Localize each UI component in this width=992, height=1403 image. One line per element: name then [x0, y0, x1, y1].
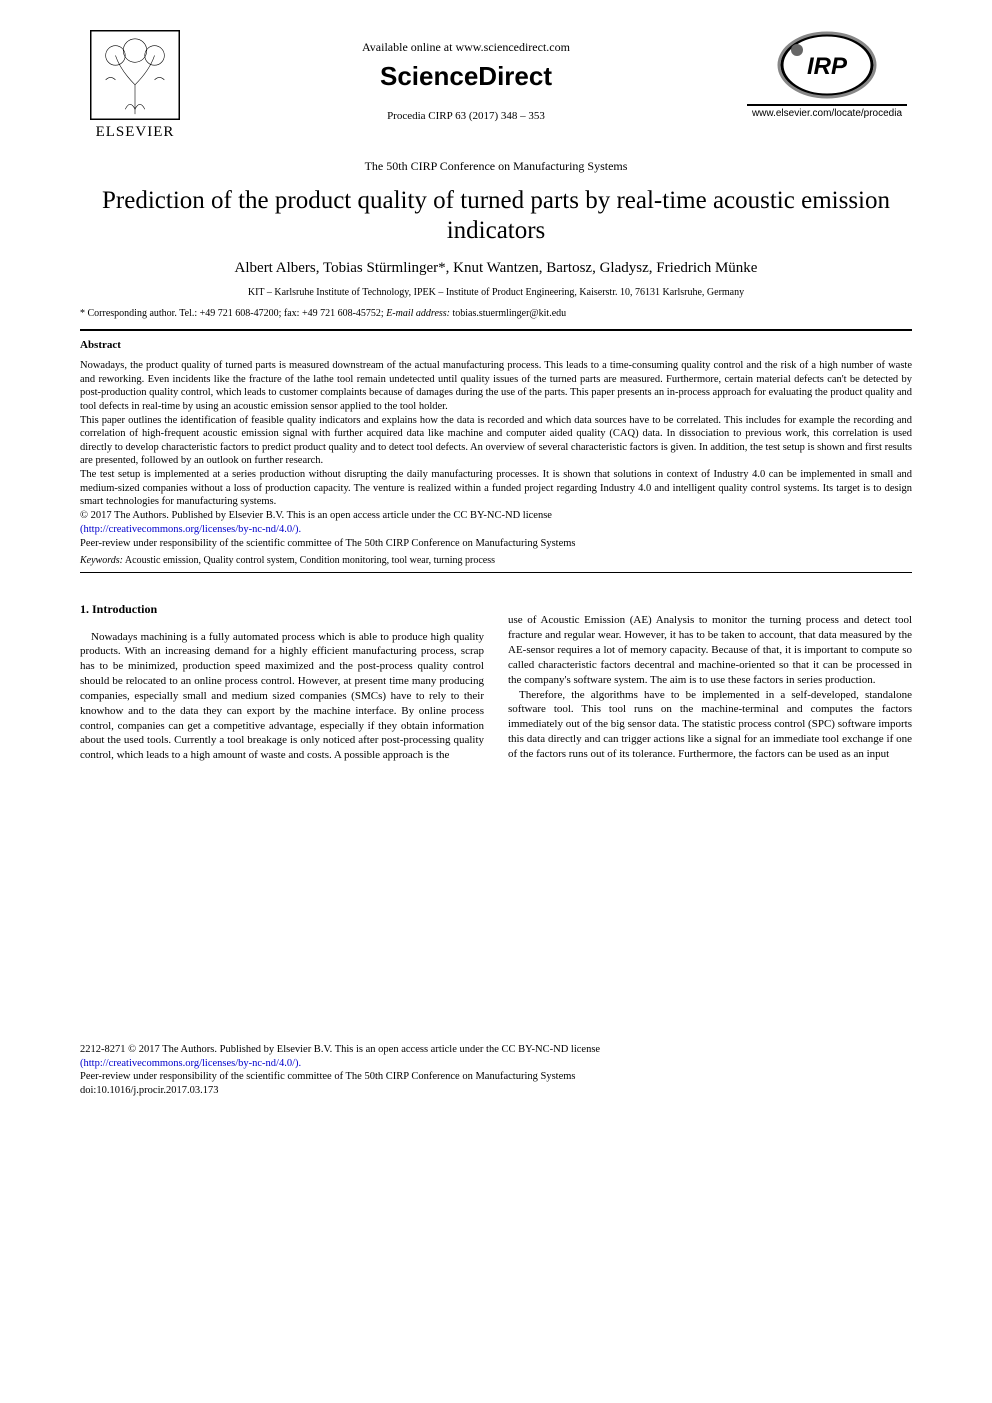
- elsevier-label: ELSEVIER: [96, 124, 175, 141]
- abstract-bottom-rule: [80, 572, 912, 573]
- authors-list: Albert Albers, Tobias Stürmlinger*, Knut…: [80, 260, 912, 277]
- header-row: ELSEVIER Available online at www.science…: [80, 30, 912, 141]
- cirp-icon: IRP: [777, 30, 877, 100]
- affiliation: KIT – Karlsruhe Institute of Technology,…: [80, 287, 912, 298]
- abstract-p3: The test setup is implemented at a serie…: [80, 468, 912, 509]
- column-right: use of Acoustic Emission (AE) Analysis t…: [508, 579, 912, 763]
- corresponding-prefix: * Corresponding author. Tel.: +49 721 60…: [80, 308, 386, 319]
- footer-issn: 2212-8271 © 2017 The Authors. Published …: [80, 1043, 912, 1057]
- conference-name: The 50th CIRP Conference on Manufacturin…: [80, 159, 912, 174]
- cirp-divider: [747, 104, 907, 106]
- abstract-copyright: © 2017 The Authors. Published by Elsevie…: [80, 509, 912, 523]
- intro-paragraph-3: Therefore, the algorithms have to be imp…: [508, 688, 912, 762]
- license-link[interactable]: (http://creativecommons.org/licenses/by-…: [80, 523, 912, 537]
- abstract-heading: Abstract: [80, 339, 912, 351]
- intro-paragraph-2: use of Acoustic Emission (AE) Analysis t…: [508, 613, 912, 687]
- keywords-label: Keywords:: [80, 555, 123, 566]
- keywords-row: Keywords: Acoustic emission, Quality con…: [80, 555, 912, 566]
- abstract-p2: This paper outlines the identification o…: [80, 414, 912, 469]
- footer-block: 2212-8271 © 2017 The Authors. Published …: [80, 1043, 912, 1098]
- peer-review-line: Peer-review under responsibility of the …: [80, 538, 912, 549]
- keywords-text: Acoustic emission, Quality control syste…: [123, 555, 495, 566]
- svg-text:IRP: IRP: [807, 53, 848, 80]
- footer-peer-review: Peer-review under responsibility of the …: [80, 1070, 912, 1084]
- footer-license-link[interactable]: (http://creativecommons.org/licenses/by-…: [80, 1058, 301, 1069]
- corresponding-author: * Corresponding author. Tel.: +49 721 60…: [80, 308, 912, 319]
- cirp-url: www.elsevier.com/locate/procedia: [742, 108, 912, 119]
- email-label: E-mail address:: [386, 308, 450, 319]
- intro-paragraph-1: Nowadays machining is a fully automated …: [80, 630, 484, 764]
- header-center: Available online at www.sciencedirect.co…: [190, 30, 742, 122]
- elsevier-tree-icon: [90, 30, 180, 120]
- corresponding-email: tobias.stuermlinger@kit.edu: [450, 308, 566, 319]
- procedia-reference: Procedia CIRP 63 (2017) 348 – 353: [190, 110, 742, 122]
- abstract-body: Nowadays, the product quality of turned …: [80, 359, 912, 536]
- elsevier-logo-block: ELSEVIER: [80, 30, 190, 141]
- abstract-p1: Nowadays, the product quality of turned …: [80, 359, 912, 414]
- footer-doi: doi:10.1016/j.procir.2017.03.173: [80, 1084, 912, 1098]
- abstract-top-rule: [80, 329, 912, 331]
- body-columns: 1. Introduction Nowadays machining is a …: [80, 579, 912, 763]
- column-left: 1. Introduction Nowadays machining is a …: [80, 579, 484, 763]
- cirp-logo-block: IRP www.elsevier.com/locate/procedia: [742, 30, 912, 119]
- section-1-heading: 1. Introduction: [80, 601, 484, 617]
- paper-title: Prediction of the product quality of tur…: [80, 186, 912, 246]
- sciencedirect-logo: ScienceDirect: [190, 61, 742, 92]
- available-online-text: Available online at www.sciencedirect.co…: [190, 40, 742, 55]
